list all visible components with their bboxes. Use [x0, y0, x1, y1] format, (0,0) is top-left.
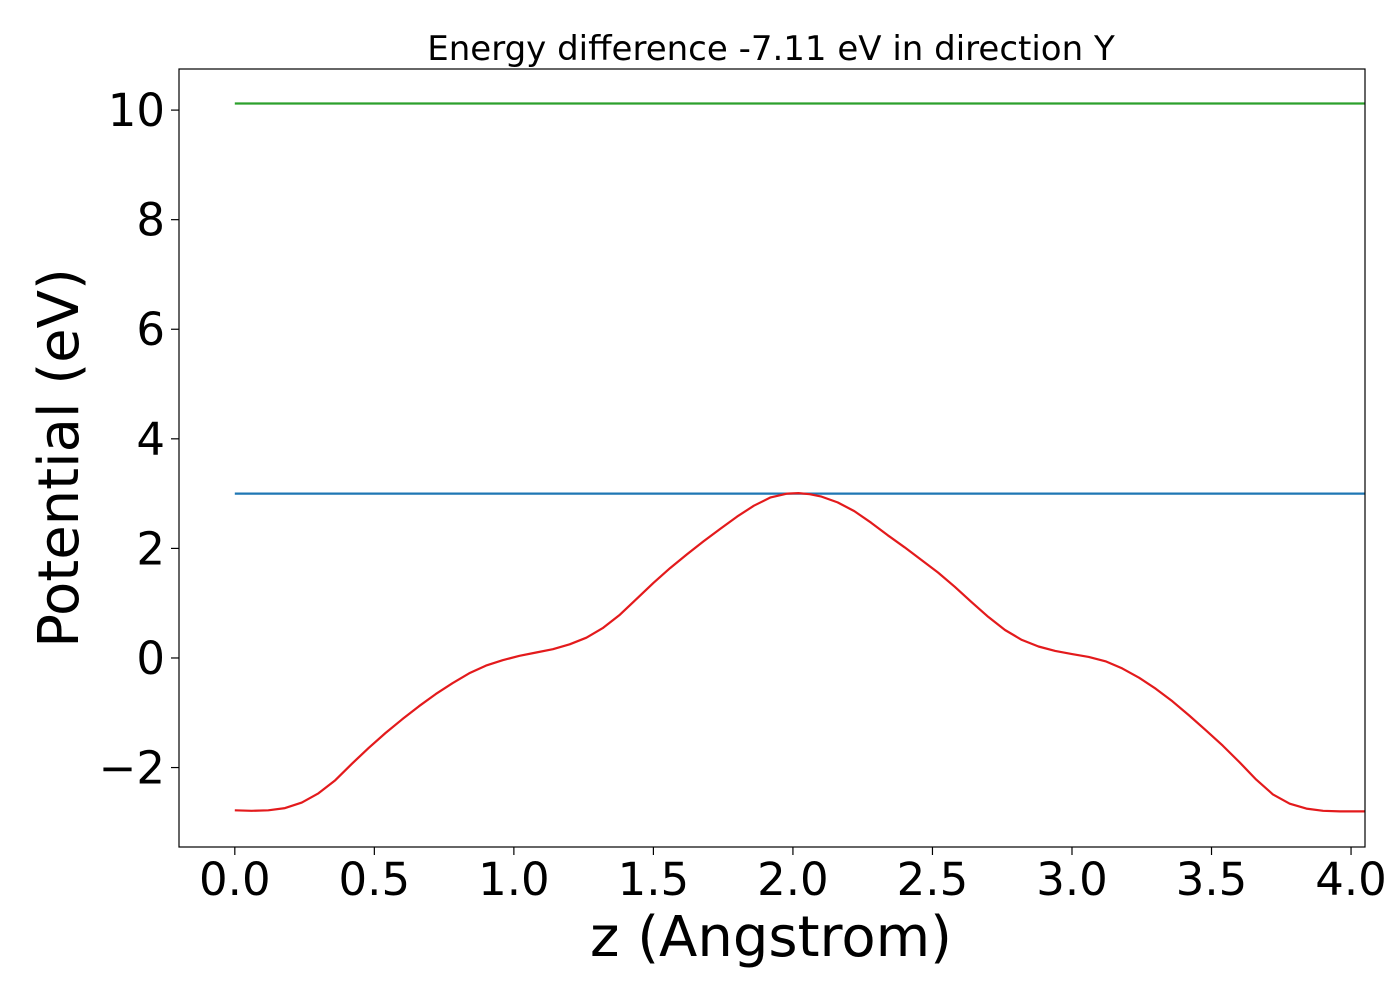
- x-tick-label: 4.0: [1315, 853, 1387, 906]
- x-tick-label: 1.0: [478, 853, 550, 906]
- x-tick-label: 3.5: [1176, 853, 1248, 906]
- y-axis-title: Potential (eV): [27, 268, 92, 648]
- x-axis-ticks: 0.0 0.5 1.0 1.5 2.0 2.5 3.0 3.5 4.0: [199, 847, 1387, 906]
- x-tick-label: 3.0: [1036, 853, 1108, 906]
- y-tick-label: 10: [108, 84, 165, 137]
- y-tick-label: 8: [136, 194, 165, 247]
- series-layer: [234, 102, 1365, 813]
- y-tick-label: 6: [136, 303, 165, 356]
- y-axis-ticks: −2 0 2 4 6 8 10: [99, 84, 179, 795]
- y-tick-label: 2: [136, 522, 165, 575]
- plot-frame: [178, 68, 1366, 848]
- x-tick-label: 0.5: [339, 853, 411, 906]
- y-tick-label: −2: [99, 742, 165, 795]
- y-tick-label: 4: [136, 413, 165, 466]
- x-axis-title: z (Angstrom): [590, 905, 952, 970]
- x-tick-label: 2.0: [757, 853, 829, 906]
- x-tick-label: 1.5: [618, 853, 690, 906]
- series-line-2: [234, 492, 1365, 813]
- x-tick-label: 2.5: [897, 853, 969, 906]
- y-tick-label: 0: [136, 632, 165, 685]
- chart-title: Energy difference -7.11 eV in direction …: [427, 29, 1115, 69]
- x-tick-label: 0.0: [199, 853, 271, 906]
